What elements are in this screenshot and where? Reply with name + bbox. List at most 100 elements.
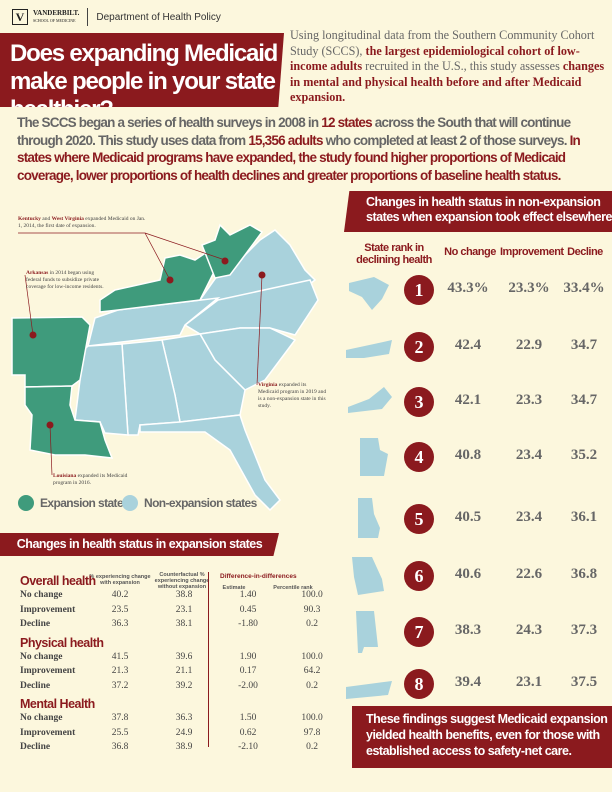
cell-value: 97.8 <box>303 727 321 738</box>
state-shape-icon <box>356 611 378 653</box>
improvement-value: 24.3 <box>515 622 543 638</box>
col-with-expansion: % experiencing change with expansion <box>89 574 151 586</box>
decline-value: 37.3 <box>570 622 598 638</box>
row-label: No change <box>20 590 63 601</box>
cell-value: 0.17 <box>239 666 257 677</box>
state-arkansas <box>11 316 91 388</box>
cell-value: 1.50 <box>239 713 257 724</box>
decline-value: 35.2 <box>570 447 598 463</box>
section-header: Physical health <box>20 632 344 650</box>
note-kentucky-west-virginia: Kentucky and West Virginia expanded Medi… <box>18 216 146 229</box>
table-row: No change 41.5 39.6 1.90 100.0 <box>20 650 344 665</box>
study-summary: The SCCS began a series of health survey… <box>17 115 581 183</box>
legend-expansion: Expansion states <box>18 495 130 511</box>
cell-value: 37.2 <box>111 680 129 691</box>
row-label: No change <box>20 651 63 662</box>
table-row: No change 40.2 38.8 1.40 100.0 <box>20 588 344 603</box>
note-virginia: Virginia expanded its Medicaid program i… <box>258 382 327 409</box>
cell-value: 100.0 <box>301 590 323 601</box>
logo-text: VANDERBILT. SCHOOL OF MEDICINE <box>33 9 80 23</box>
department-name: Department of Health Policy <box>96 11 221 23</box>
cell-value: 23.1 <box>175 604 193 615</box>
cell-value: 64.2 <box>303 666 321 677</box>
marker-virginia <box>258 271 266 279</box>
expansion-table: Overall health No change 40.2 38.8 1.40 100.0… <box>20 570 344 755</box>
expansion-swatch-icon <box>18 495 34 511</box>
section-header: Mental Health <box>20 693 344 711</box>
col-state-rank: State rank in declining health <box>356 242 432 266</box>
cell-value: -2.00 <box>238 680 258 691</box>
rank-badge: 5 <box>404 504 434 534</box>
col-counterfactual: Counterfactual % experiencing change wit… <box>154 572 210 590</box>
col-improvement: Improvement <box>500 246 564 258</box>
expansion-table-title: Changes in health status in expansion st… <box>0 533 279 556</box>
cell-value: 1.90 <box>239 651 257 662</box>
no-change-value: 42.1 <box>454 392 482 408</box>
cell-value: 37.8 <box>111 713 129 724</box>
cell-value: 0.62 <box>239 727 257 738</box>
state-row: 1 43.3% 23.3% 33.4% <box>344 265 612 315</box>
table-row: Improvement 25.5 24.9 0.62 97.8 <box>20 726 344 741</box>
cell-value: 90.3 <box>303 604 321 615</box>
section-name: Physical health <box>20 635 104 650</box>
section-name: Overall health <box>20 574 96 588</box>
section-name: Mental Health <box>20 697 95 711</box>
improvement-value: 23.3 <box>515 392 543 408</box>
legend-non-expansion: Non-expansion states <box>122 495 257 511</box>
cell-value: 38.1 <box>175 619 193 630</box>
no-change-value: 38.3 <box>454 622 482 638</box>
rank-badge: 6 <box>404 561 434 591</box>
state-shape-icon <box>346 681 392 699</box>
decline-value: 34.7 <box>570 392 598 408</box>
improvement-value: 23.3% <box>508 280 550 296</box>
marker-kentucky <box>166 276 174 284</box>
state-row: 2 42.4 22.9 34.7 <box>344 322 612 372</box>
southeast-map <box>11 223 319 512</box>
vanderbilt-logo: V VANDERBILT. SCHOOL OF MEDICINE Departme… <box>12 8 221 26</box>
state-florida <box>139 414 281 512</box>
col-did: Difference-in-differences <box>220 573 297 580</box>
rank-badge: 2 <box>404 332 434 362</box>
decline-value: 37.5 <box>570 674 598 690</box>
row-label: Decline <box>20 619 51 630</box>
cell-value: 21.3 <box>111 666 129 677</box>
row-label: Decline <box>20 742 51 753</box>
rank-badge: 4 <box>404 442 434 472</box>
cell-value: 41.5 <box>111 651 129 662</box>
table-divider <box>208 572 209 747</box>
table-row: Improvement 21.3 21.1 0.17 64.2 <box>20 664 344 679</box>
rank-badge: 1 <box>404 275 434 305</box>
table-row: Decline 36.8 38.9 -2.10 0.2 <box>20 740 344 755</box>
cell-value: 24.9 <box>175 727 193 738</box>
decline-value: 33.4% <box>563 280 605 296</box>
rank-badge: 7 <box>404 617 434 647</box>
row-label: Decline <box>20 680 51 691</box>
state-kentucky <box>99 248 216 313</box>
page-title: Does expanding Medicaid make people in y… <box>0 33 284 107</box>
table-row: No change 37.8 36.3 1.50 100.0 <box>20 711 344 726</box>
state-row: 8 39.4 23.1 37.5 <box>344 659 612 709</box>
cell-value: -1.80 <box>238 619 258 630</box>
cell-value: 0.2 <box>306 742 318 753</box>
cell-value: 36.3 <box>111 619 129 630</box>
cell-value: 25.5 <box>111 727 129 738</box>
decline-value: 36.8 <box>570 566 598 582</box>
state-row: 7 38.3 24.3 37.3 <box>344 607 612 657</box>
state-shape-icon <box>349 277 389 310</box>
row-label: No change <box>20 713 63 724</box>
state-row: 3 42.1 23.3 34.7 <box>344 377 612 427</box>
marker-louisiana <box>46 421 54 429</box>
table-row: Decline 37.2 39.2 -2.00 0.2 <box>20 679 344 694</box>
cell-value: 0.2 <box>306 680 318 691</box>
rank-badge: 8 <box>404 669 434 699</box>
no-change-value: 43.3% <box>447 280 489 296</box>
cell-value: 40.2 <box>111 590 129 601</box>
cell-value: 38.9 <box>175 742 193 753</box>
row-label: Improvement <box>20 666 76 677</box>
cell-value: 0.45 <box>239 604 257 615</box>
state-shape-icon <box>348 387 392 413</box>
state-shape-icon <box>352 557 384 595</box>
no-change-value: 42.4 <box>454 337 482 353</box>
row-label: Improvement <box>20 604 76 615</box>
improvement-value: 23.4 <box>515 447 543 463</box>
